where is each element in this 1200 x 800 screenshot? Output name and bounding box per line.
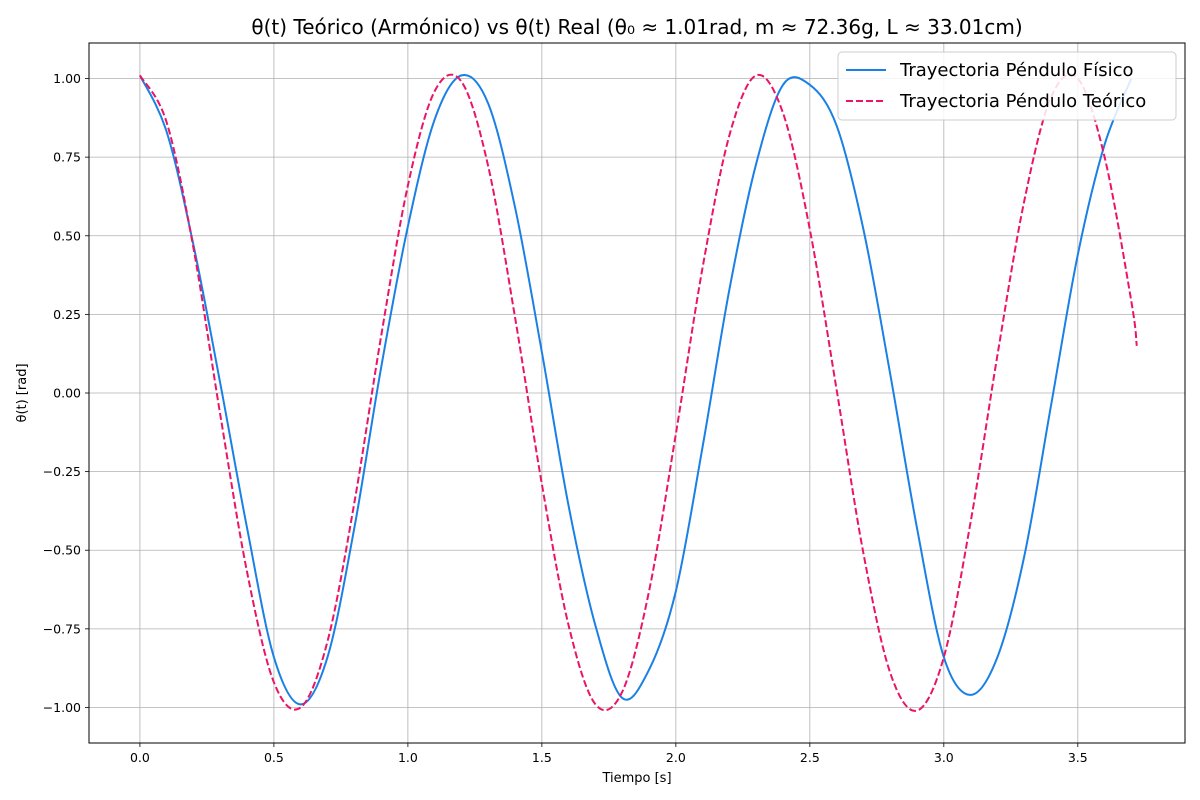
x-tick-label: 1.5 — [532, 750, 552, 765]
series-group — [139, 73, 1138, 712]
y-tick-label: 1.00 — [53, 71, 81, 86]
y-tick-label: 0.75 — [53, 150, 81, 165]
y-tick-label: −0.50 — [43, 543, 81, 558]
x-axis-label: Tiempo [s] — [601, 771, 671, 786]
series-line-teorico — [139, 73, 1138, 712]
y-tick-label: 0.00 — [53, 386, 81, 401]
y-tick-label: 0.50 — [53, 228, 81, 243]
ticks: 0.0 0.5 1.0 1.5 2.0 2.5 3.0 3.5 −1.00 −0.75 −0.50 −… — [43, 71, 1088, 765]
x-tick-label: 0.0 — [130, 750, 150, 765]
legend-box — [837, 51, 1177, 121]
y-tick-label: −0.75 — [43, 621, 81, 636]
chart-title: θ(t) Teórico (Armónico) vs θ(t) Real (θ₀… — [251, 15, 1022, 39]
x-tick-label: 2.5 — [800, 750, 820, 765]
y-axis-label: θ(t) [rad] — [15, 363, 30, 422]
legend: Trayectoria Péndulo Físico Trayectoria P… — [837, 51, 1177, 121]
y-tick-label: 0.25 — [53, 307, 81, 322]
x-tick-label: 1.0 — [398, 750, 418, 765]
legend-label-teorico: Trayectoria Péndulo Teórico — [899, 91, 1146, 112]
grid — [89, 43, 1185, 743]
x-tick-label: 0.5 — [264, 750, 284, 765]
x-tick-label: 3.0 — [934, 750, 954, 765]
y-tick-label: −0.25 — [43, 464, 81, 479]
x-tick-label: 2.0 — [666, 750, 686, 765]
y-tick-label: −1.00 — [43, 700, 81, 715]
legend-label-fisico: Trayectoria Péndulo Físico — [899, 60, 1134, 81]
x-tick-label: 3.5 — [1068, 750, 1088, 765]
